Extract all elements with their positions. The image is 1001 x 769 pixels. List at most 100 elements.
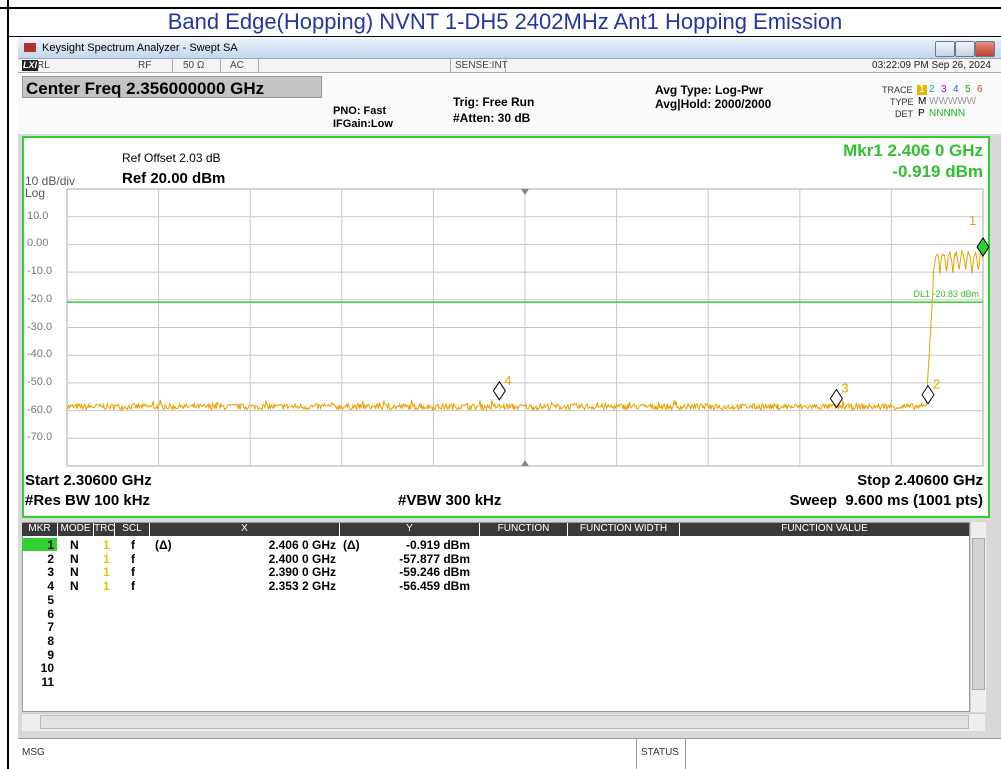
status-label: STATUS <box>641 747 679 758</box>
row-x: 2.353 2 GHz <box>268 579 336 594</box>
marker-diamond <box>829 388 844 409</box>
selected-cell <box>22 538 57 551</box>
row-trc: 1 <box>103 565 110 580</box>
lxi-badge: LXI <box>22 60 39 71</box>
det-value: P <box>918 108 925 119</box>
center-freq[interactable]: Center Freq 2.356000000 GHz <box>22 76 322 98</box>
status-rf: RF <box>138 60 152 71</box>
table-header: X <box>150 523 339 536</box>
vbw: #VBW 300 kHz <box>398 492 502 509</box>
row-x: 2.400 0 GHz <box>268 551 336 566</box>
trig: Trig: Free Run <box>453 95 535 109</box>
app-icon <box>24 43 36 52</box>
start-freq: Start 2.30600 GHz <box>25 472 152 489</box>
row-trc: 1 <box>103 538 110 552</box>
display-line-label: DL1 -20.83 dBm <box>913 289 979 300</box>
row-scl: f <box>131 565 135 580</box>
row-mkr[interactable]: 2 <box>47 551 54 566</box>
avg-type: Avg Type: Log-Pwr <box>655 83 763 97</box>
status-sense: SENSE:INT <box>455 60 508 71</box>
y-label: -70.0 <box>27 431 53 444</box>
row-mkr[interactable]: 10 <box>40 661 54 676</box>
trace-number[interactable]: 6 <box>977 84 983 95</box>
trace-number[interactable]: 4 <box>953 84 959 95</box>
row-x: 2.390 0 GHz <box>268 565 336 580</box>
status-datetime: 03:22:09 PM Sep 26, 2024 <box>872 60 991 71</box>
type-label: TYPE <box>890 97 914 107</box>
rbw: #Res BW 100 kHz <box>25 492 151 509</box>
trace-number[interactable]: 2 <box>929 84 935 95</box>
close-button[interactable] <box>975 41 995 57</box>
y-label: -20.0 <box>27 292 53 305</box>
row-y: -56.459 dBm <box>399 579 470 594</box>
row-mode: N <box>70 565 79 580</box>
v-scroll-thumb[interactable] <box>972 538 985 690</box>
marker-table <box>22 522 970 712</box>
y-label: 10.0 <box>27 209 49 222</box>
table-header: FUNCTION WIDTH <box>568 523 679 536</box>
pno: PNO: Fast <box>333 105 387 117</box>
trace <box>66 249 984 412</box>
row-mkr[interactable]: 5 <box>47 592 54 607</box>
y-label: -50.0 <box>27 375 53 388</box>
marker-label: 1 <box>969 213 976 228</box>
trace-number[interactable]: 5 <box>965 84 971 95</box>
row-scl: f <box>131 579 135 594</box>
marker-diamond <box>492 380 507 401</box>
sweep: Sweep 9.600 ms (1001 pts) <box>789 492 983 509</box>
row-mkr[interactable]: 4 <box>47 579 54 594</box>
marker-label: 2 <box>933 377 940 392</box>
msg-label: MSG <box>22 747 45 758</box>
row-mkr[interactable]: 8 <box>47 633 54 648</box>
row-mkr[interactable]: 1 <box>47 538 54 552</box>
row-mkr[interactable]: 3 <box>47 565 54 580</box>
row-y: -59.246 dBm <box>399 565 470 580</box>
row-x: 2.406 0 GHz <box>268 538 336 552</box>
report-title: Band Edge(Hopping) NVNT 1-DH5 2402MHz An… <box>167 9 843 34</box>
trace-number[interactable]: 3 <box>941 84 947 95</box>
table-header: FUNCTION VALUE <box>680 523 969 536</box>
trace-number[interactable]: 1 <box>917 84 927 95</box>
marker-freq: Mkr1 2.406 0 GHz <box>843 141 983 160</box>
status-divider <box>172 59 173 72</box>
row-x-ref: (Δ) <box>155 538 172 552</box>
row-y: -0.919 dBm <box>405 538 470 552</box>
h-scroll-thumb[interactable] <box>40 715 969 729</box>
table-header: SCL <box>115 523 149 536</box>
ref-level: Ref 20.00 dBm <box>122 170 226 187</box>
y-label: -30.0 <box>27 320 53 333</box>
window-titlebar <box>18 38 1001 59</box>
row-y-ref: (Δ) <box>343 538 360 552</box>
row-mkr[interactable]: 11 <box>41 675 54 689</box>
type-value: M <box>918 96 927 107</box>
status-divider <box>636 739 637 769</box>
frame-top <box>0 0 1001 9</box>
y-label: -60.0 <box>27 403 53 416</box>
row-scl: f <box>131 538 135 552</box>
row-y: -57.877 dBm <box>399 551 470 566</box>
row-mode: N <box>70 579 79 594</box>
minimize-button[interactable] <box>935 41 955 57</box>
row-trc: 1 <box>103 551 110 566</box>
row-mkr[interactable]: 9 <box>47 647 54 662</box>
status-divider <box>258 59 259 72</box>
maximize-button[interactable] <box>955 41 975 57</box>
row-mkr[interactable]: 7 <box>47 620 54 635</box>
frame-left <box>7 0 9 769</box>
row-mkr[interactable]: 6 <box>47 606 54 621</box>
status-divider <box>450 59 451 72</box>
status-divider <box>685 739 686 769</box>
status-bar <box>18 738 1001 769</box>
status-coupling: AC <box>230 60 244 71</box>
status-divider <box>505 59 506 72</box>
det-label: DET <box>895 109 913 119</box>
marker-label: 4 <box>504 373 511 388</box>
ifgain: IFGain:Low <box>333 118 393 130</box>
marker-diamond <box>921 384 935 405</box>
trace-label: TRACE <box>882 85 913 95</box>
marker-label: 3 <box>841 381 848 396</box>
row-mode: N <box>70 538 79 552</box>
marker-diamond <box>976 237 990 257</box>
y-label: -10.0 <box>27 265 53 278</box>
